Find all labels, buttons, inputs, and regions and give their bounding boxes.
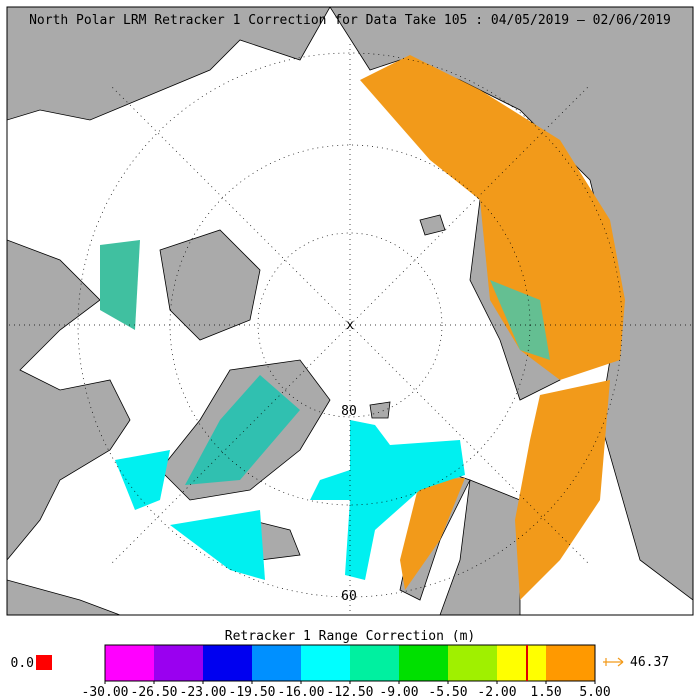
title: North Polar LRM Retracker 1 Correction f… [29, 13, 671, 28]
below-swatch [36, 655, 52, 670]
colorbar-segment [301, 645, 350, 681]
colorbar-tick-label: -23.00 [180, 685, 227, 700]
colorbar-segment [350, 645, 399, 681]
colorbar-segment [252, 645, 301, 681]
above-arrow [603, 657, 624, 667]
colorbar-tick-label: -9.00 [379, 685, 418, 700]
colorbar-title: Retracker 1 Range Correction (m) [225, 629, 475, 644]
map: x 80 60 [7, 7, 693, 615]
data-swath [100, 55, 625, 600]
colorbar-tick-label: -16.00 [278, 685, 325, 700]
colorbar-tick-label: -12.50 [327, 685, 374, 700]
colorbar-segment [448, 645, 497, 681]
colorbar-tick-label: -2.00 [477, 685, 516, 700]
latitude-label: 80 [341, 404, 357, 419]
colorbar-tick-label: 5.00 [579, 685, 610, 700]
colorbar-segment [154, 645, 203, 681]
colorbar-tick-label: 1.50 [530, 685, 561, 700]
colorbar-tick-label: -30.00 [82, 685, 129, 700]
colorbar-segment [203, 645, 252, 681]
colorbar-segment [399, 645, 448, 681]
colorbar-segment [546, 645, 595, 681]
above-label: 46.37 [630, 655, 669, 670]
colorbar-tick-label: -5.50 [428, 685, 467, 700]
colorbar-segment [105, 645, 154, 681]
colorbar-segment [497, 645, 546, 681]
map-frame [6, 6, 694, 616]
colorbar: -30.00 -26.50 -23.00 -19.50 -16.00 -12.50 -9.0… [82, 644, 611, 700]
colorbar-tick-label: -19.50 [229, 685, 276, 700]
colorbar-tick-label: -26.50 [131, 685, 178, 700]
pole-mark: x [346, 318, 354, 333]
below-label: 0.0 [11, 656, 34, 671]
latitude-label: 60 [341, 589, 357, 604]
